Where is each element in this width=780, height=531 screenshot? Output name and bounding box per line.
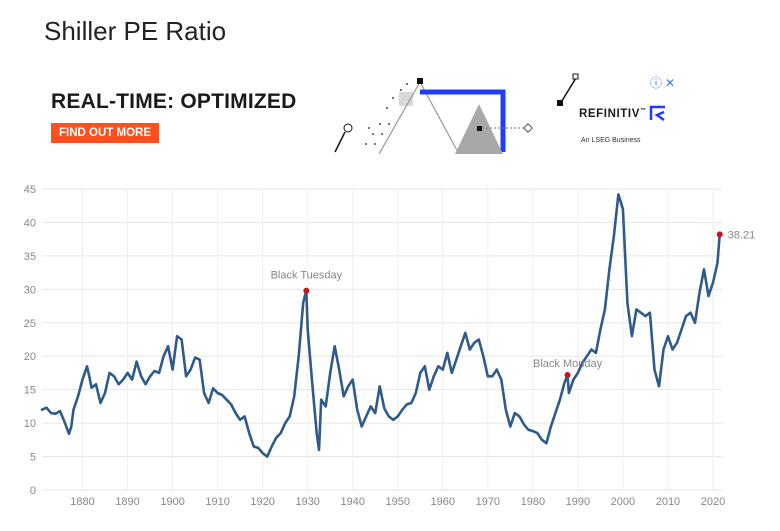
- x-tick-label: 1910: [205, 496, 229, 508]
- x-tick-label: 2010: [656, 496, 680, 508]
- page-title: Shiller PE Ratio: [44, 16, 227, 46]
- y-tick-label: 30: [24, 284, 36, 296]
- x-tick-label: 1890: [115, 496, 139, 508]
- annotation-marker: [716, 231, 723, 238]
- x-tick-label: 1950: [386, 496, 410, 508]
- series-line-shiller-pe: [40, 193, 721, 458]
- x-tick-label: 1980: [521, 496, 545, 508]
- x-tick-label: 1960: [431, 496, 455, 508]
- ad-brand-artwork: [557, 73, 579, 106]
- ad-banner[interactable]: REAL-TIME: OPTIMIZED FIND OUT MORE REFIN…: [36, 64, 686, 164]
- annotation-label: Black Tuesday: [271, 270, 343, 282]
- y-tick-label: 40: [24, 217, 36, 229]
- y-tick-label: 35: [24, 251, 36, 263]
- info-circle-icon[interactable]: ⓘ: [650, 76, 663, 90]
- ad-artwork: [334, 78, 533, 155]
- ad-brand-name: REFINITIV™: [579, 108, 647, 120]
- x-tick-label: 1900: [160, 496, 184, 508]
- ad-controls: ⓘ ✕: [650, 74, 678, 91]
- y-tick-label: 5: [30, 452, 36, 464]
- close-icon[interactable]: ✕: [665, 76, 676, 90]
- x-tick-label: 2020: [701, 496, 725, 508]
- annotation-label: Black Monday: [533, 358, 603, 370]
- y-axis: 0 5 10 15 20 25 30 35 40 45: [24, 184, 36, 497]
- chart-grid: [42, 188, 722, 491]
- y-tick-label: 45: [24, 184, 36, 196]
- x-tick-label: 1990: [566, 496, 590, 508]
- ad-tagline: An LSEG Business: [581, 137, 641, 144]
- x-tick-label: 1940: [340, 496, 364, 508]
- x-axis: 1880 1890 1900 1910 1920 1930 1940 1950 1960 1970…: [70, 496, 725, 508]
- x-tick-label: 1970: [476, 496, 500, 508]
- y-tick-label: 25: [24, 318, 36, 330]
- x-tick-label: 1880: [70, 496, 94, 508]
- y-tick-label: 0: [30, 485, 36, 497]
- x-tick-label: 2000: [611, 496, 635, 508]
- find-out-more-button[interactable]: FIND OUT MORE: [51, 123, 159, 143]
- y-tick-label: 10: [24, 418, 36, 430]
- chart-annotations: Black Tuesday Black Monday 38.21: [271, 229, 756, 378]
- y-tick-label: 20: [24, 351, 36, 363]
- y-tick-label: 15: [24, 385, 36, 397]
- annotation-marker: [303, 287, 310, 294]
- annotation-marker: [564, 371, 571, 378]
- x-tick-label: 1930: [295, 496, 319, 508]
- annotation-label: 38.21: [728, 229, 756, 241]
- ad-headline: REAL-TIME: OPTIMIZED: [51, 90, 297, 113]
- x-tick-label: 1920: [250, 496, 274, 508]
- refinitiv-logo-icon: [649, 105, 665, 122]
